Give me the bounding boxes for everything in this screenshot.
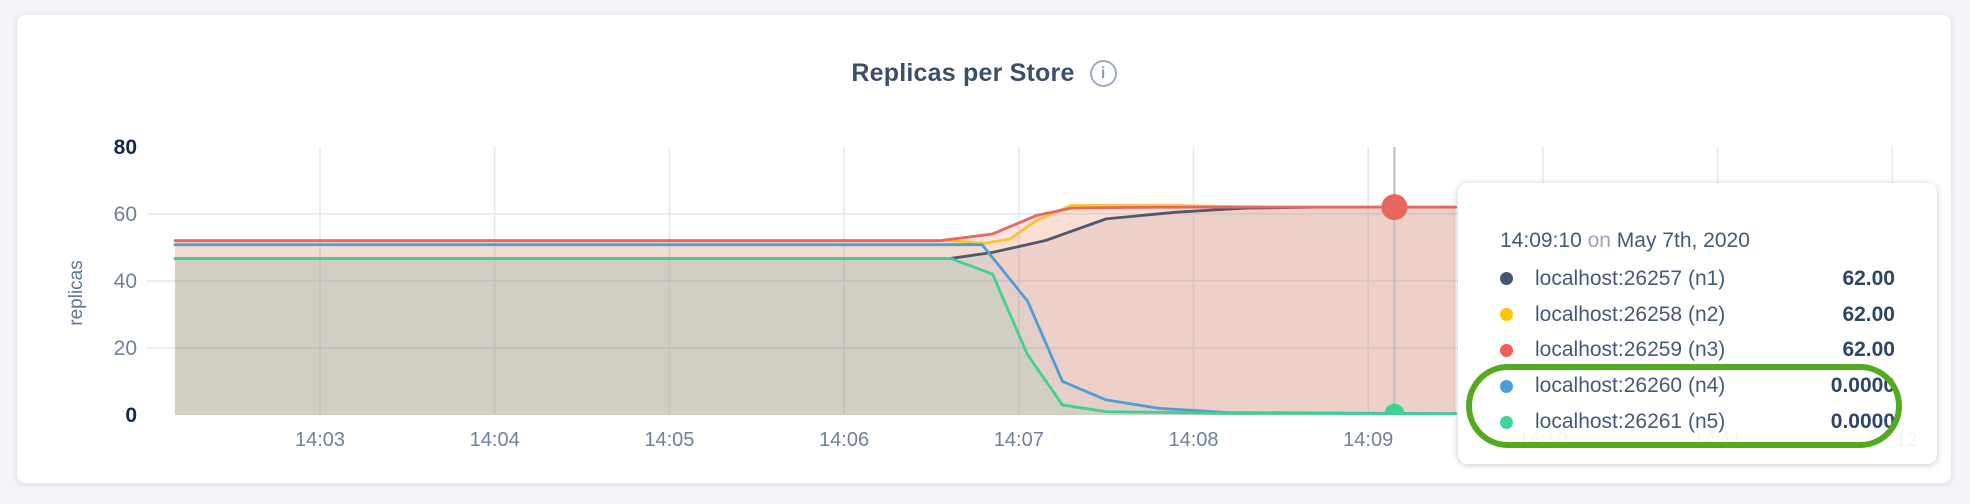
tooltip-connector: on bbox=[1587, 229, 1611, 252]
y-axis-label: replicas bbox=[66, 260, 87, 326]
series-color-dot bbox=[1500, 343, 1513, 357]
series-label: localhost:26261 (n5) bbox=[1535, 410, 1726, 434]
chart-header: Replicas per Store i bbox=[17, 59, 1951, 88]
series-value: 62.00 bbox=[1842, 266, 1895, 290]
series-value: 62.00 bbox=[1842, 302, 1895, 326]
tooltip-series-row: localhost:26259 (n3) 62.00 bbox=[1500, 333, 1895, 369]
tooltip-date: May 7th, 2020 bbox=[1616, 229, 1750, 252]
chart-title: Replicas per Store bbox=[851, 59, 1075, 87]
tooltip-time: 14:09:10 bbox=[1500, 229, 1582, 252]
series-color-dot bbox=[1500, 272, 1513, 286]
tooltip-series-row: localhost:26257 (n1) 62.00 bbox=[1500, 261, 1895, 297]
tooltip-series-row: localhost:26258 (n2) 62.00 bbox=[1500, 297, 1895, 333]
series-label: localhost:26259 (n3) bbox=[1535, 338, 1726, 362]
annotation-highlight-ellipse bbox=[1466, 364, 1902, 448]
series-label: localhost:26260 (n4) bbox=[1535, 374, 1726, 398]
series-label: localhost:26257 (n1) bbox=[1535, 266, 1726, 290]
series-color-dot bbox=[1500, 308, 1513, 322]
tooltip-timestamp: 14:09:10 on May 7th, 2020 bbox=[1500, 225, 1895, 257]
series-value: 62.00 bbox=[1842, 338, 1895, 362]
series-label: localhost:26258 (n2) bbox=[1535, 302, 1726, 326]
info-icon[interactable]: i bbox=[1089, 60, 1117, 87]
